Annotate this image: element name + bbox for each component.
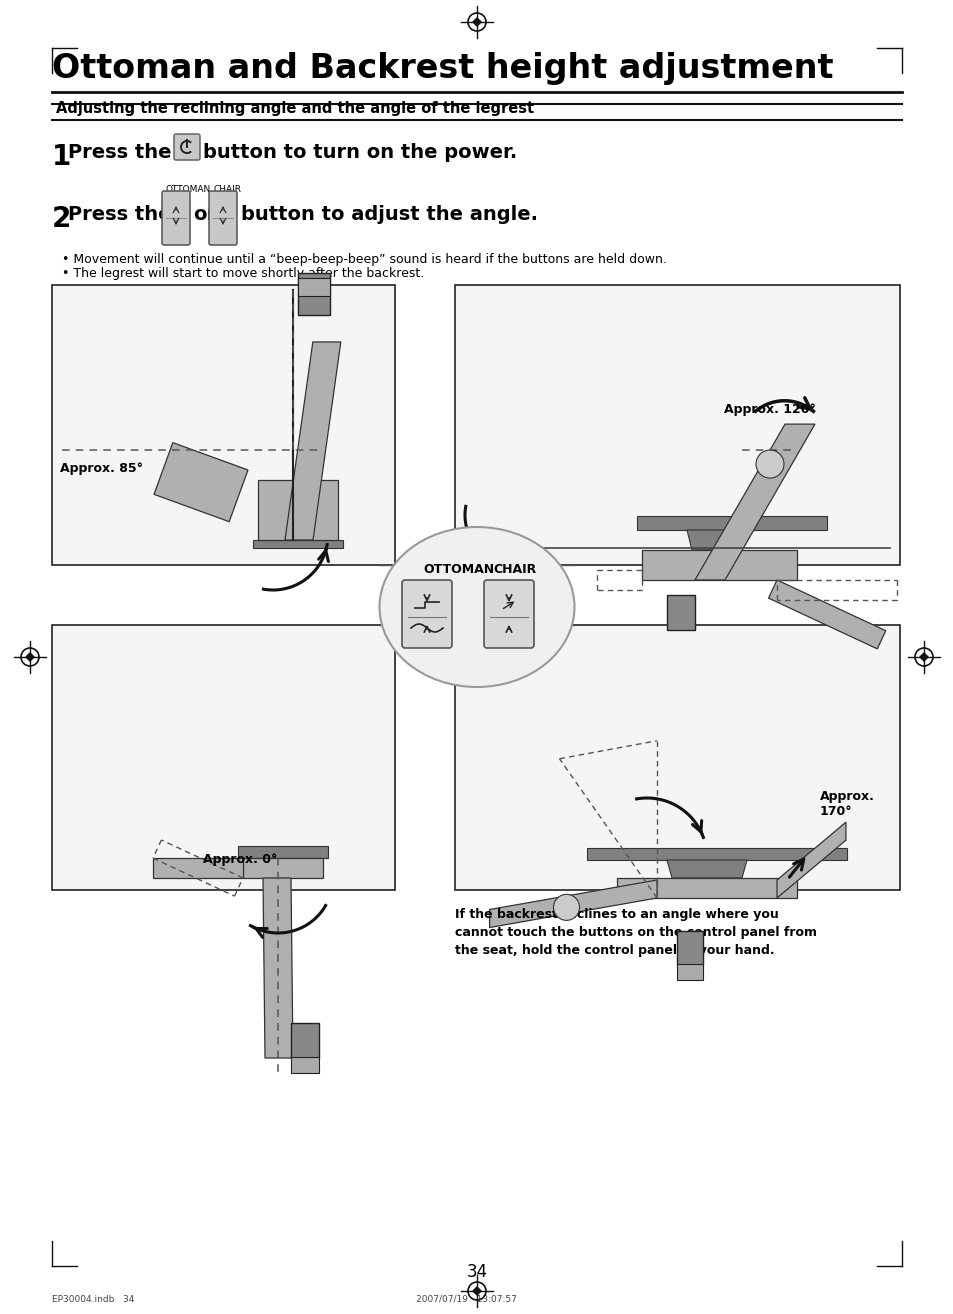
Circle shape <box>553 895 578 920</box>
Text: EP30004.indb   34                                                               : EP30004.indb 34 <box>52 1296 517 1303</box>
FancyBboxPatch shape <box>162 191 190 244</box>
Polygon shape <box>919 653 927 661</box>
Polygon shape <box>489 880 657 928</box>
Polygon shape <box>641 551 796 579</box>
Bar <box>52 285 395 565</box>
Text: Press the: Press the <box>68 205 172 223</box>
Polygon shape <box>243 858 323 878</box>
Text: 34: 34 <box>466 1263 487 1281</box>
Polygon shape <box>695 424 814 579</box>
Polygon shape <box>586 848 846 859</box>
FancyBboxPatch shape <box>677 932 702 964</box>
Polygon shape <box>26 653 34 661</box>
FancyBboxPatch shape <box>297 279 330 296</box>
Bar <box>52 625 395 890</box>
Ellipse shape <box>379 527 574 687</box>
Text: OTTOMAN: OTTOMAN <box>423 562 494 576</box>
Text: 1: 1 <box>52 143 71 171</box>
Polygon shape <box>617 878 796 897</box>
Polygon shape <box>263 878 293 1058</box>
Polygon shape <box>473 18 480 26</box>
Text: CHAIR: CHAIR <box>213 185 242 194</box>
FancyBboxPatch shape <box>173 134 200 160</box>
Text: Approx.
170°: Approx. 170° <box>820 790 874 819</box>
Polygon shape <box>152 858 243 878</box>
Text: or: or <box>193 205 216 223</box>
Circle shape <box>755 451 783 478</box>
Polygon shape <box>253 540 343 548</box>
Polygon shape <box>768 579 884 649</box>
FancyBboxPatch shape <box>209 191 236 244</box>
FancyBboxPatch shape <box>677 964 702 980</box>
Polygon shape <box>237 846 328 858</box>
Polygon shape <box>257 480 337 540</box>
Text: • The legrest will start to move shortly after the backrest.: • The legrest will start to move shortly… <box>62 267 424 280</box>
Polygon shape <box>473 1286 480 1296</box>
Polygon shape <box>666 859 746 878</box>
Text: Approx. 0°: Approx. 0° <box>203 853 277 866</box>
FancyBboxPatch shape <box>483 579 534 648</box>
FancyBboxPatch shape <box>401 579 452 648</box>
FancyBboxPatch shape <box>666 595 695 629</box>
Text: button to turn on the power.: button to turn on the power. <box>203 143 517 162</box>
Text: OTTOMAN: OTTOMAN <box>166 185 211 194</box>
Polygon shape <box>153 443 248 522</box>
Text: Approx. 85°: Approx. 85° <box>60 463 143 474</box>
Polygon shape <box>776 823 845 897</box>
Bar <box>455 285 899 565</box>
FancyBboxPatch shape <box>291 1056 318 1074</box>
Text: Press the: Press the <box>68 143 172 162</box>
FancyBboxPatch shape <box>291 1024 318 1058</box>
Polygon shape <box>686 530 746 551</box>
Text: 2: 2 <box>52 205 71 233</box>
Text: • Movement will continue until a “beep-beep-beep” sound is heard if the buttons : • Movement will continue until a “beep-b… <box>62 254 666 265</box>
Text: CHAIR: CHAIR <box>493 562 536 576</box>
Polygon shape <box>637 516 826 530</box>
Text: Adjusting the reclining angle and the angle of the legrest: Adjusting the reclining angle and the an… <box>56 101 534 116</box>
Polygon shape <box>285 342 340 540</box>
FancyBboxPatch shape <box>297 273 330 315</box>
Text: Approx. 120°: Approx. 120° <box>723 403 816 415</box>
Bar <box>455 625 899 890</box>
Text: If the backrest reclines to an angle where you
cannot touch the buttons on the c: If the backrest reclines to an angle whe… <box>455 908 816 957</box>
Text: Ottoman and Backrest height adjustment: Ottoman and Backrest height adjustment <box>52 53 833 85</box>
Text: button to adjust the angle.: button to adjust the angle. <box>241 205 537 223</box>
